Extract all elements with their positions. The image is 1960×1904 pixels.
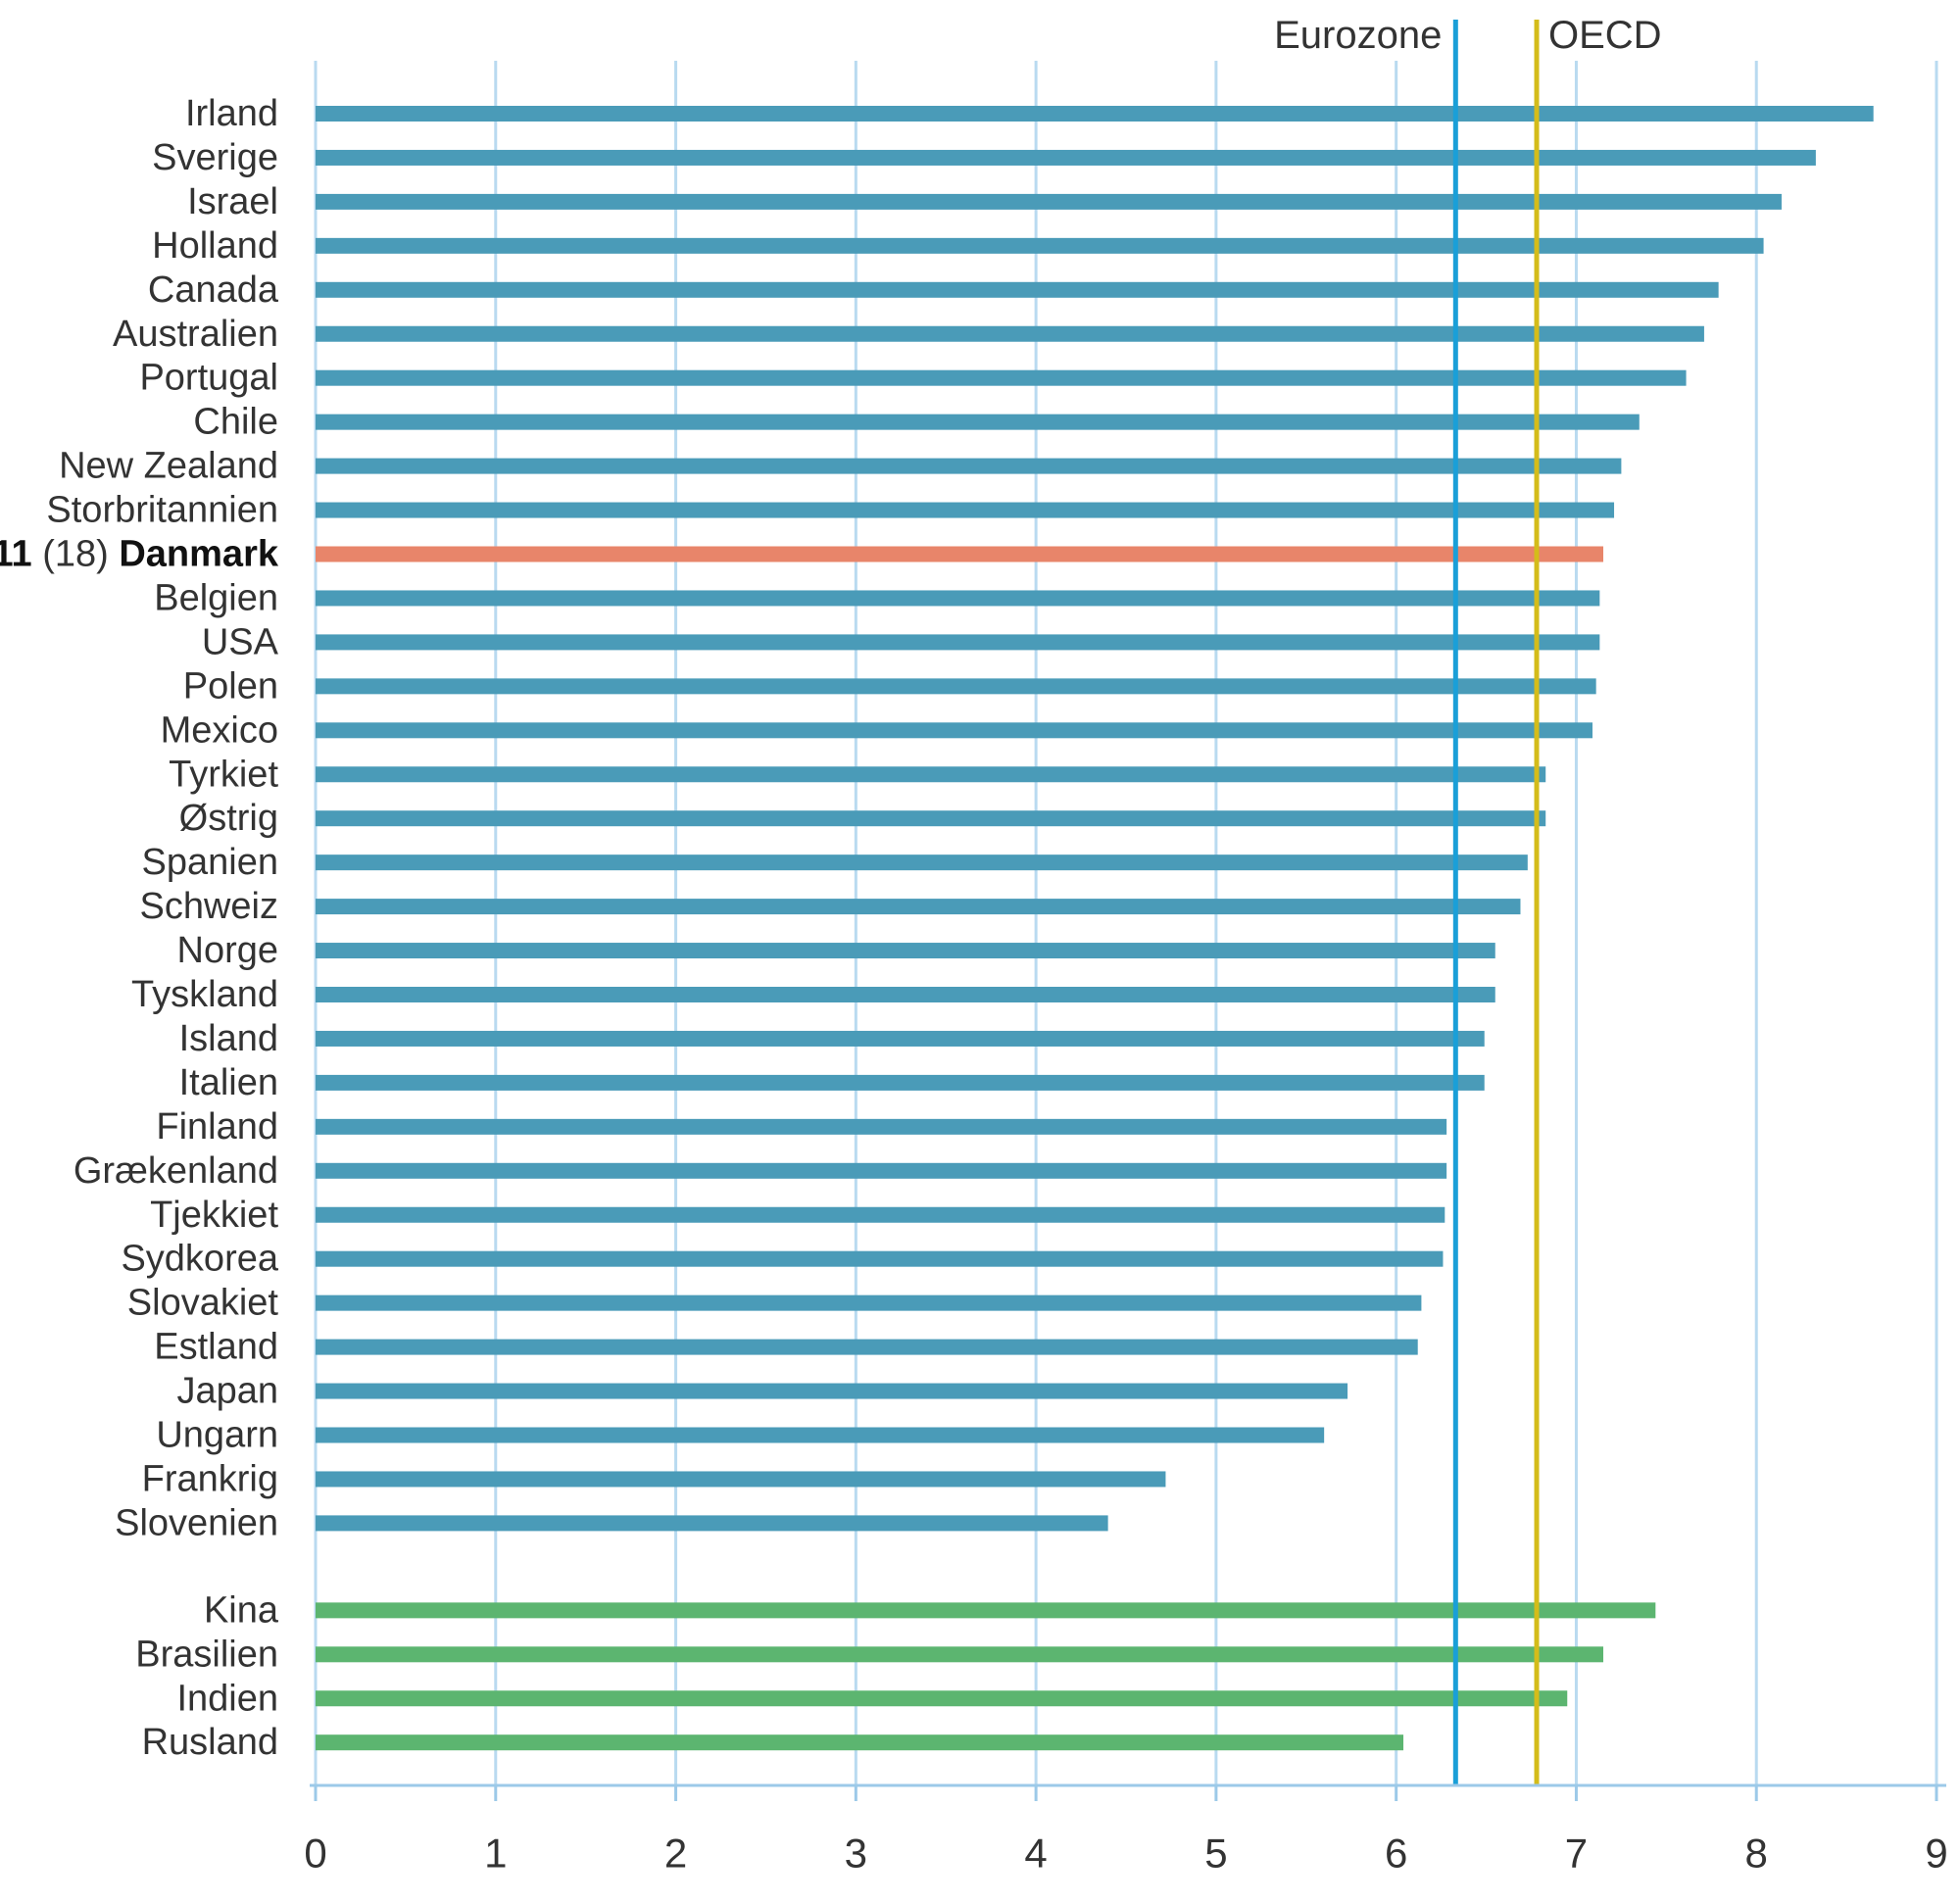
x-tick-label-5: 5 [1204,1831,1227,1877]
category-label-irland: Irland [185,93,278,134]
bar-indien [316,1690,1568,1707]
x-tick-label-1: 1 [484,1831,507,1877]
grid-layer [314,61,1938,1785]
x-tick-label-9: 9 [1925,1831,1947,1877]
reference-label-eurozone: Eurozone [1274,14,1442,57]
bar-canada [316,281,1719,298]
category-label-new-zealand: New Zealand [59,446,278,487]
bar-norge [316,943,1495,959]
bar-island [316,1030,1485,1047]
bar-irland [316,106,1874,122]
bar-japan [316,1383,1348,1399]
x-axis: 0 1 2 3 4 5 6 7 8 9 [304,1783,1948,1877]
bar-new-zealand [316,458,1622,474]
bar-kina [316,1602,1656,1619]
category-label-estland: Estland [154,1327,278,1368]
category-label-australien: Australien [113,314,278,355]
bar-finland [316,1118,1447,1135]
bar-tyskland [316,987,1495,1002]
reference-label-oecd: OECD [1548,14,1662,57]
previous-rank-label: (18) [42,534,119,575]
category-label-portugal: Portugal [139,358,278,399]
category-label-slovenien: Slovenien [115,1502,278,1543]
category-label-storbritannien: Storbritannien [46,490,278,531]
bar-rusland [316,1734,1404,1751]
x-tick-label-0: 0 [304,1831,326,1877]
bar-polen [316,678,1596,695]
category-label-schweiz: Schweiz [140,886,279,927]
bar-estland [316,1339,1418,1355]
bar-sverige [316,149,1816,166]
category-label-finland: Finland [156,1106,278,1147]
bar-portugal [316,369,1687,386]
category-label-kina: Kina [204,1589,279,1631]
bar-ungarn [316,1427,1325,1443]
category-label-holland: Holland [152,225,278,267]
category-label-brasilien: Brasilien [135,1634,278,1675]
rank-label: 11 [0,534,42,575]
category-label-belgien: Belgien [154,577,278,618]
category-label-tyrkiet: Tyrkiet [169,754,278,795]
category-label-sydkorea: Sydkorea [121,1239,278,1280]
bar-schweiz [316,899,1521,915]
category-label-tjekkiet: Tjekkiet [150,1195,278,1236]
bar-holland [316,237,1764,254]
bar-oestrig [316,810,1546,827]
category-label-sverige: Sverige [152,137,278,178]
bar-sydkorea [316,1250,1444,1267]
category-label-israel: Israel [187,181,278,222]
bar-chile [316,414,1640,430]
bar-italien [316,1074,1485,1091]
x-tick-label-6: 6 [1385,1831,1407,1877]
bar-layer [316,106,1874,1751]
bar-israel [316,193,1782,210]
bar-belgien [316,590,1600,607]
bar-australien [316,325,1704,342]
bar-graekenland [316,1162,1447,1179]
category-label-indien: Indien [176,1678,278,1719]
category-label-canada: Canada [148,269,279,311]
category-label-layer: IrlandSverigeIsraelHollandCanadaAustrali… [0,93,279,1763]
category-label-slovakiet: Slovakiet [127,1283,279,1324]
category-label-polen: Polen [183,665,278,707]
category-label-danmark: 11 (18) Danmark [0,534,279,575]
bar-frankrig [316,1471,1166,1488]
category-label-graekenland: Grækenland [74,1150,278,1192]
bar-tyrkiet [316,766,1546,783]
bar-mexico [316,722,1592,739]
x-tick-label-2: 2 [664,1831,687,1877]
bar-usa [316,634,1600,651]
category-label-frankrig: Frankrig [142,1458,278,1499]
bar-slovenien [316,1515,1108,1532]
category-label-japan: Japan [176,1371,278,1412]
bar-slovakiet [316,1294,1422,1311]
bar-storbritannien [316,502,1615,518]
x-tick-label-4: 4 [1024,1831,1047,1877]
category-label-rusland: Rusland [142,1722,278,1763]
bar-danmark [316,546,1604,562]
category-label-spanien: Spanien [142,842,278,883]
category-label-norge: Norge [177,930,279,971]
category-label-oestrig: Østrig [179,798,278,839]
category-label-island: Island [179,1018,278,1059]
category-label-mexico: Mexico [161,709,278,751]
category-label-usa: USA [202,621,279,662]
bar-spanien [316,854,1528,871]
category-label-chile: Chile [193,402,278,443]
x-tick-label-8: 8 [1745,1831,1768,1877]
reference-line-layer: Eurozone OECD [1274,14,1662,1785]
bar-brasilien [316,1646,1604,1663]
bar-tjekkiet [316,1206,1446,1223]
x-tick-label-3: 3 [845,1831,867,1877]
x-tick-label-7: 7 [1565,1831,1588,1877]
category-label-italien: Italien [179,1062,278,1103]
category-label-ungarn: Ungarn [156,1415,278,1456]
category-label-tyskland: Tyskland [131,974,278,1015]
highlight-country-label: Danmark [119,534,278,575]
